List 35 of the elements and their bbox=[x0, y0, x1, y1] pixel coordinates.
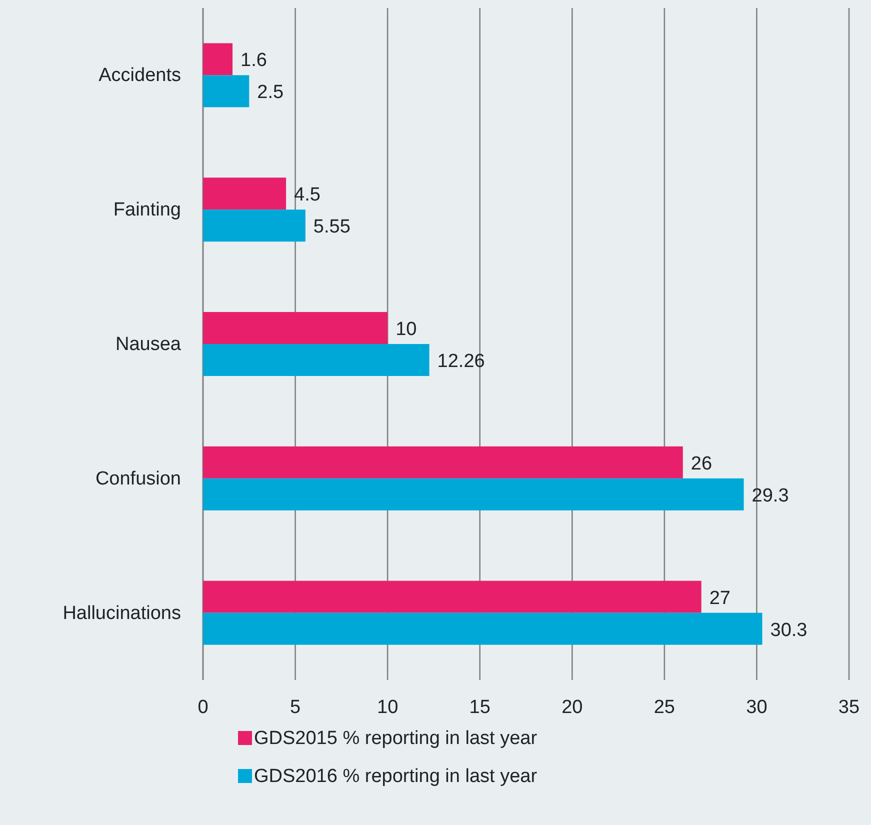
bar bbox=[203, 446, 683, 478]
x-tick-label: 25 bbox=[654, 697, 675, 718]
y-tick-label: Accidents bbox=[98, 65, 181, 86]
x-tick-label: 35 bbox=[838, 697, 860, 718]
y-tick-label: Hallucinations bbox=[62, 602, 181, 624]
x-tick-label: 10 bbox=[377, 697, 398, 718]
legend-label: GDS2015 % reporting in last year bbox=[254, 728, 538, 749]
bar bbox=[203, 580, 702, 613]
bar bbox=[203, 75, 250, 108]
data-label: 5.55 bbox=[313, 216, 350, 238]
data-label: 12.26 bbox=[437, 351, 485, 372]
bar bbox=[203, 43, 233, 76]
bar bbox=[203, 210, 306, 242]
x-tick-label: 15 bbox=[469, 697, 490, 718]
data-label: 26 bbox=[690, 453, 712, 474]
data-label: 30.3 bbox=[770, 620, 808, 641]
bar bbox=[203, 344, 430, 376]
legend-label: GDS2016 % reporting in last year bbox=[254, 766, 538, 787]
bar bbox=[203, 178, 286, 210]
bar bbox=[203, 478, 744, 510]
x-tick-label: 30 bbox=[746, 697, 768, 718]
bar bbox=[203, 612, 762, 645]
data-label: 10 bbox=[396, 319, 417, 340]
data-label: 1.6 bbox=[240, 50, 267, 72]
data-label: 2.5 bbox=[257, 82, 284, 104]
x-tick-label: 20 bbox=[562, 697, 583, 718]
x-tick-label: 0 bbox=[198, 697, 208, 718]
y-tick-label: Confusion bbox=[95, 468, 181, 490]
data-label: 29.3 bbox=[752, 485, 789, 506]
x-tick-label: 5 bbox=[290, 697, 301, 718]
y-tick-label: Fainting bbox=[113, 200, 181, 221]
data-label: 27 bbox=[709, 588, 730, 609]
bar bbox=[203, 312, 388, 344]
data-label: 4.5 bbox=[294, 184, 320, 206]
y-tick-label: Nausea bbox=[116, 334, 182, 355]
